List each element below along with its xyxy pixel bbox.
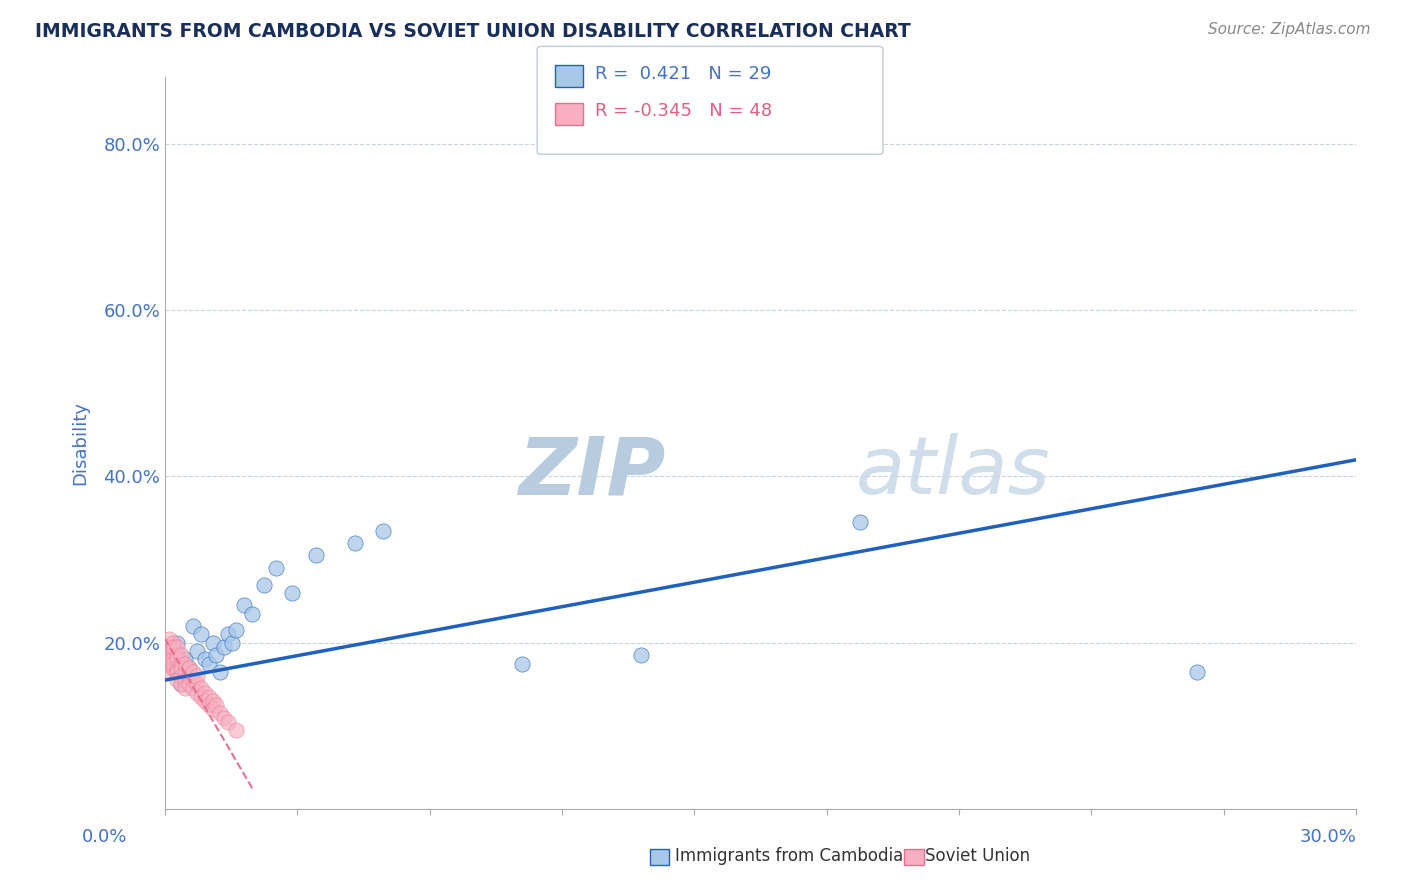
Point <box>205 648 228 663</box>
Point <box>193 685 215 699</box>
Point <box>173 652 195 666</box>
Point <box>181 665 204 679</box>
Point <box>190 681 212 696</box>
Point <box>170 661 193 675</box>
Point <box>193 694 215 708</box>
Point <box>181 673 204 687</box>
Text: R = -0.345   N = 48: R = -0.345 N = 48 <box>595 103 772 120</box>
Point <box>197 690 219 704</box>
Point <box>197 698 219 712</box>
Point <box>1185 665 1208 679</box>
Point <box>170 677 193 691</box>
Point <box>225 624 247 638</box>
Text: Source: ZipAtlas.com: Source: ZipAtlas.com <box>1208 22 1371 37</box>
Point <box>173 681 195 696</box>
Point <box>221 636 243 650</box>
Text: atlas: atlas <box>856 434 1050 511</box>
Point <box>157 632 180 646</box>
Y-axis label: Disability: Disability <box>72 401 89 485</box>
Point <box>173 657 195 671</box>
Point <box>166 636 188 650</box>
Text: 0.0%: 0.0% <box>82 828 127 846</box>
Point <box>166 673 188 687</box>
Point <box>233 599 256 613</box>
Point <box>305 549 328 563</box>
Point <box>225 723 247 737</box>
Point <box>166 652 188 666</box>
Point <box>205 698 228 712</box>
Point <box>373 524 395 538</box>
Point <box>162 652 184 666</box>
Point <box>157 640 180 654</box>
Point <box>177 677 200 691</box>
Point <box>201 702 224 716</box>
Point <box>181 681 204 696</box>
Point <box>166 640 188 654</box>
Point <box>162 636 184 650</box>
Point <box>209 665 232 679</box>
Point <box>162 661 184 675</box>
Point <box>344 536 367 550</box>
Point <box>217 627 239 641</box>
Point <box>170 657 193 671</box>
Point <box>181 619 204 633</box>
Point <box>240 607 263 621</box>
Text: IMMIGRANTS FROM CAMBODIA VS SOVIET UNION DISABILITY CORRELATION CHART: IMMIGRANTS FROM CAMBODIA VS SOVIET UNION… <box>35 22 911 41</box>
Point <box>214 640 236 654</box>
Text: ZIP: ZIP <box>517 434 665 511</box>
Point <box>630 648 652 663</box>
Point <box>209 706 232 721</box>
Point <box>197 657 219 671</box>
Point <box>186 685 208 699</box>
Point <box>170 677 193 691</box>
Point <box>186 644 208 658</box>
Point <box>264 561 287 575</box>
Point <box>848 515 870 529</box>
Point <box>510 657 533 671</box>
Text: 30.0%: 30.0% <box>1301 828 1357 846</box>
Point <box>173 673 195 687</box>
Text: R =  0.421   N = 29: R = 0.421 N = 29 <box>595 65 770 83</box>
Point <box>170 648 193 663</box>
Point <box>162 640 184 654</box>
Point <box>177 661 200 675</box>
Point <box>166 665 188 679</box>
Point <box>201 694 224 708</box>
Point <box>162 661 184 675</box>
Point <box>157 657 180 671</box>
Point <box>162 657 184 671</box>
Point <box>217 714 239 729</box>
Point <box>166 648 188 663</box>
Point <box>186 669 208 683</box>
Text: Immigrants from Cambodia: Immigrants from Cambodia <box>675 847 903 865</box>
Point <box>190 690 212 704</box>
Point <box>177 661 200 675</box>
Point <box>201 636 224 650</box>
Point <box>281 586 304 600</box>
Point <box>166 661 188 675</box>
Point <box>214 710 236 724</box>
Point <box>186 677 208 691</box>
Point <box>193 652 215 666</box>
Point <box>173 665 195 679</box>
Point <box>177 669 200 683</box>
Point <box>253 577 276 591</box>
Text: Soviet Union: Soviet Union <box>925 847 1031 865</box>
Point <box>170 669 193 683</box>
Point <box>157 665 180 679</box>
Point <box>190 627 212 641</box>
Point <box>153 648 176 663</box>
Point <box>162 644 184 658</box>
